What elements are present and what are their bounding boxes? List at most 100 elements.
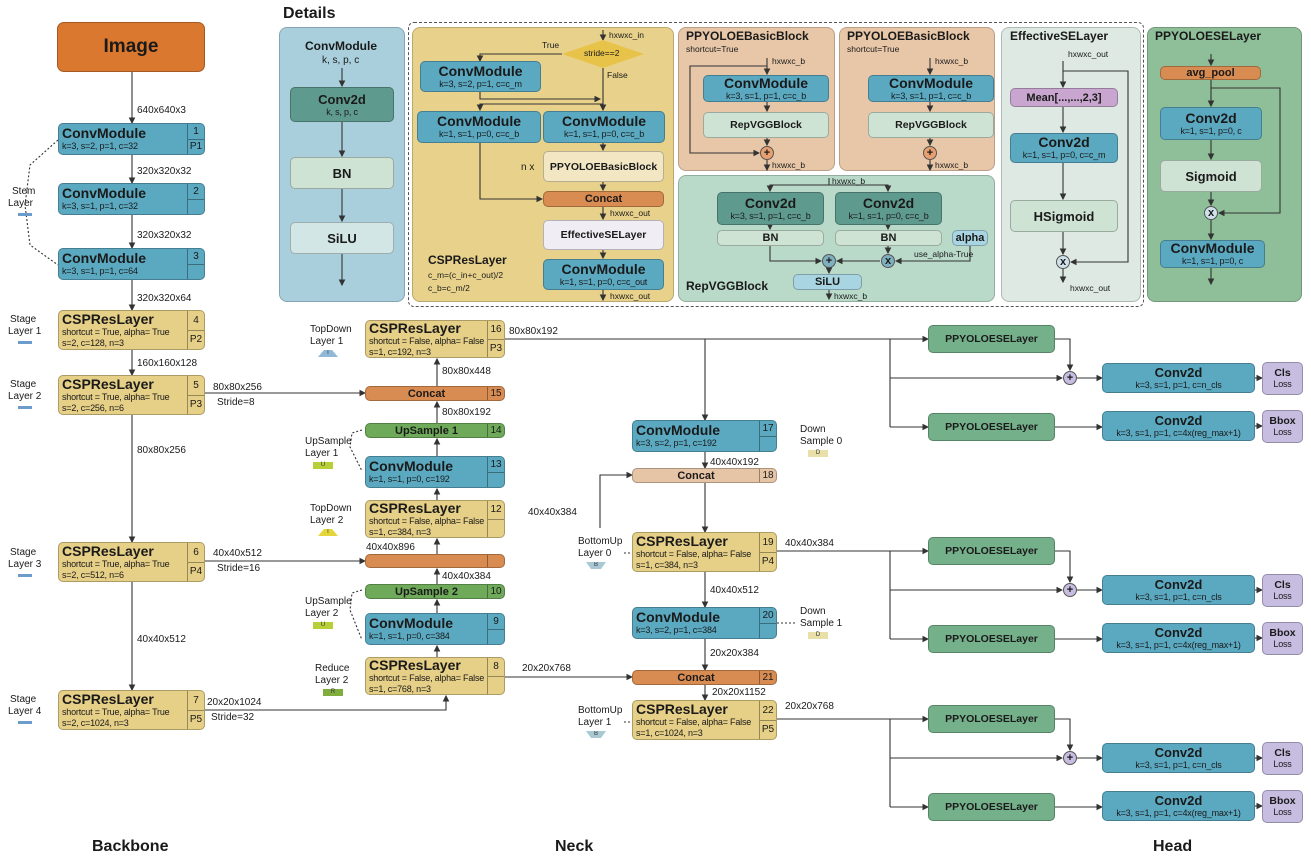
basic-block-2-repvgg[interactable]: RepVGGBlock	[868, 112, 994, 138]
head-group-3-se-cls[interactable]: PPYOLOESELayer	[928, 705, 1055, 733]
csp-detail-basic-block-content: PPYOLOEBasicBlock	[544, 152, 663, 181]
neck-shape-out22: 20x20x768	[785, 701, 834, 712]
backbone-block-4-line: s=2, c=128, n=3	[62, 337, 124, 348]
ese-mean[interactable]: Mean[...,...,2,3]	[1010, 88, 1118, 107]
head-group-1-reg-conv[interactable]: Conv2d k=3, s=1, p=1, c=4x(reg_max+1)	[1102, 411, 1255, 441]
neck-block-20[interactable]: ConvModule k=3, s=2, p=1, c=384 20	[632, 607, 777, 639]
neck-block-10[interactable]: UpSample 2 10	[365, 584, 505, 599]
false-branch-label: False	[607, 70, 628, 80]
repvgg-alpha-label: use_alpha-True	[914, 249, 974, 259]
head-group-3-reg-conv[interactable]: Conv2d k=3, s=1, p=1, c=4x(reg_max+1)	[1102, 791, 1255, 821]
backbone-block-5[interactable]: CSPResLayer shortcut = True, alpha= True s…	[58, 375, 205, 415]
head-group-3-cls-loss[interactable]: Cls Loss	[1262, 742, 1303, 775]
head-group-3-se-cls-title: PPYOLOESELayer	[945, 713, 1038, 725]
ppyoloese-avg-pool[interactable]: avg_pool	[1160, 66, 1261, 80]
head-group-2-cls-loss-title: Cls	[1274, 579, 1291, 592]
neck-block-12[interactable]: CSPResLayer shortcut = False, alpha= Fals…	[365, 500, 505, 538]
ppyoloese-conv[interactable]: Conv2d k=1, s=1, p=0, c	[1160, 107, 1262, 140]
neck-block-10-index: 10	[487, 585, 504, 598]
neck-block-14[interactable]: UpSample 1 14	[365, 423, 505, 438]
neck-label-td1-line2: Layer 1	[310, 336, 344, 347]
head-group-1-cls-conv[interactable]: Conv2d k=3, s=1, p=1, c=n_cls	[1102, 363, 1255, 393]
backbone-block-2[interactable]: ConvModule k=3, s=1, p=1, c=32 2	[58, 183, 205, 215]
neck-block-12-line: s=1, c=384, n=3	[369, 526, 431, 537]
neck-block-17[interactable]: ConvModule k=3, s=2, p=1, c=192 17	[632, 420, 777, 452]
neck-label-bu0-line1: BottomUp	[578, 536, 623, 547]
head-group-1-se-reg-title: PPYOLOESELayer	[945, 421, 1038, 433]
neck-label-ds0-badge: D	[808, 450, 828, 457]
head-group-2-se-cls[interactable]: PPYOLOESELayer	[928, 537, 1055, 565]
neck-block-13[interactable]: ConvModule k=1, s=1, p=0, c=192 13	[365, 456, 505, 488]
head-group-1-reg-loss[interactable]: Bbox Loss	[1262, 410, 1303, 443]
ppyoloese-sigmoid[interactable]: Sigmoid	[1160, 160, 1262, 192]
neck-block-15[interactable]: Concat 15	[365, 386, 505, 401]
backbone-block-4-level-tag: P2	[188, 329, 204, 350]
repvgg-alpha[interactable]: alpha	[952, 230, 988, 246]
head-group-1-se-reg-content: PPYOLOESELayer	[929, 414, 1054, 440]
detail-bn[interactable]: BN	[290, 157, 394, 189]
csp-detail-conv-right[interactable]: ConvModule k=1, s=1, p=0, c=c_b	[543, 111, 665, 143]
neck-block-18[interactable]: Concat 18	[632, 468, 777, 483]
backbone-block-6-number: 6	[193, 546, 199, 558]
basic-block-1-conv[interactable]: ConvModule k=3, s=1, p=1, c=c_b	[703, 75, 829, 102]
csp-detail-conv-out[interactable]: ConvModule k=1, s=1, p=0, c=c_out	[543, 259, 664, 290]
csp-detail-conv-cm[interactable]: ConvModule k=3, s=2, p=1, c=c_m	[420, 61, 541, 92]
csp-detail-ese-content: EffectiveSELayer	[544, 221, 663, 249]
detail-silu[interactable]: SiLU	[290, 222, 394, 254]
repvgg-conv3[interactable]: Conv2d k=3, s=1, p=1, c=c_b	[717, 192, 824, 225]
head-group-2-cls-loss[interactable]: Cls Loss	[1262, 574, 1303, 607]
neck-block-22[interactable]: CSPResLayer shortcut = False, alpha= Fals…	[632, 700, 777, 740]
ese-input: hxwxc_out	[1068, 49, 1109, 59]
repvgg-conv1[interactable]: Conv2d k=1, s=1, p=0, c=c_b	[835, 192, 942, 225]
head-group-3-se-reg[interactable]: PPYOLOESELayer	[928, 793, 1055, 821]
head-group-2-se-reg[interactable]: PPYOLOESELayer	[928, 625, 1055, 653]
backbone-block-3[interactable]: ConvModule k=3, s=1, p=1, c=64 3	[58, 248, 205, 280]
backbone-output-shape: 80x80x256	[213, 382, 262, 393]
csp-detail-basic-block[interactable]: PPYOLOEBasicBlock	[543, 151, 664, 182]
neck-block-11[interactable]	[365, 554, 505, 568]
backbone-block-2-number: 2	[193, 185, 199, 197]
csp-detail-ese[interactable]: EffectiveSELayer	[543, 220, 664, 250]
csp-detail-conv-left[interactable]: ConvModule k=1, s=1, p=0, c=c_b	[417, 111, 541, 143]
head-group-3-cls-conv[interactable]: Conv2d k=3, s=1, p=1, c=n_cls	[1102, 743, 1255, 773]
head-group-2-reg-loss[interactable]: Bbox Loss	[1262, 622, 1303, 655]
backbone-block-4[interactable]: CSPResLayer shortcut = True, alpha= True s…	[58, 310, 205, 350]
neck-block-9-content: ConvModule k=1, s=1, p=0, c=384	[366, 614, 487, 644]
repvgg-bn-left[interactable]: BN	[717, 230, 824, 246]
backbone-block-1[interactable]: ConvModule k=3, s=2, p=1, c=32 1 P1	[58, 123, 205, 155]
csp-detail-conv-cm-content: ConvModule k=3, s=2, p=1, c=c_m	[421, 62, 540, 91]
neck-block-8-index: 8	[487, 658, 504, 694]
neck-block-16[interactable]: CSPResLayer shortcut = False, alpha= Fals…	[365, 320, 505, 358]
head-group-1-se-cls[interactable]: PPYOLOESELayer	[928, 325, 1055, 353]
neck-block-9[interactable]: ConvModule k=1, s=1, p=0, c=384 9	[365, 613, 505, 645]
repvgg-silu[interactable]: SiLU	[793, 274, 862, 290]
repvgg-bn-right[interactable]: BN	[835, 230, 942, 246]
backbone-layer-label: Layer 2	[8, 391, 42, 402]
basic-block-2-conv[interactable]: ConvModule k=3, s=1, p=1, c=c_b	[868, 75, 994, 102]
head-group-1-se-reg[interactable]: PPYOLOESELayer	[928, 413, 1055, 441]
head-group-3-cls-loss-content: Cls Loss	[1263, 743, 1302, 774]
head-group-2-reg-conv[interactable]: Conv2d k=3, s=1, p=1, c=4x(reg_max+1)	[1102, 623, 1255, 653]
ppyoloese-convmodule[interactable]: ConvModule k=1, s=1, p=0, c	[1160, 240, 1265, 268]
neck-block-12-index: 12	[487, 501, 504, 537]
basic-block-1-repvgg[interactable]: RepVGGBlock	[703, 112, 829, 138]
ese-conv[interactable]: Conv2d k=1, s=1, p=0, c=c_m	[1010, 133, 1118, 163]
head-group-1-cls-loss[interactable]: Cls Loss	[1262, 362, 1303, 395]
neck-block-21[interactable]: Concat 21	[632, 670, 777, 685]
ese-hsigmoid[interactable]: HSigmoid	[1010, 200, 1118, 232]
head-group-2-cls-conv-content: Conv2d k=3, s=1, p=1, c=n_cls	[1103, 576, 1254, 604]
image-input[interactable]: Image	[57, 22, 205, 72]
csp-detail-concat[interactable]: Concat	[543, 191, 664, 207]
neck-label-bu0-badge: B	[586, 562, 606, 569]
head-group-2-cls-conv[interactable]: Conv2d k=3, s=1, p=1, c=n_cls	[1102, 575, 1255, 605]
neck-block-19[interactable]: CSPResLayer shortcut = False, alpha= Fals…	[632, 532, 777, 572]
backbone-block-7-line: shortcut = True, alpha= True	[62, 707, 170, 717]
backbone-block-6[interactable]: CSPResLayer shortcut = True, alpha= True s…	[58, 542, 205, 582]
backbone-block-7[interactable]: CSPResLayer shortcut = True, alpha= True s…	[58, 690, 205, 730]
ppyoloese-conv-params: k=1, s=1, p=0, c	[1180, 125, 1242, 136]
detail-conv2d[interactable]: Conv2d k, s, p, c	[290, 87, 394, 122]
backbone-layer-label: Stem	[12, 186, 36, 197]
neck-block-8[interactable]: CSPResLayer shortcut = False, alpha= Fals…	[365, 657, 505, 695]
neck-block-12-number: 12	[490, 504, 502, 516]
head-group-3-reg-loss[interactable]: Bbox Loss	[1262, 790, 1303, 823]
